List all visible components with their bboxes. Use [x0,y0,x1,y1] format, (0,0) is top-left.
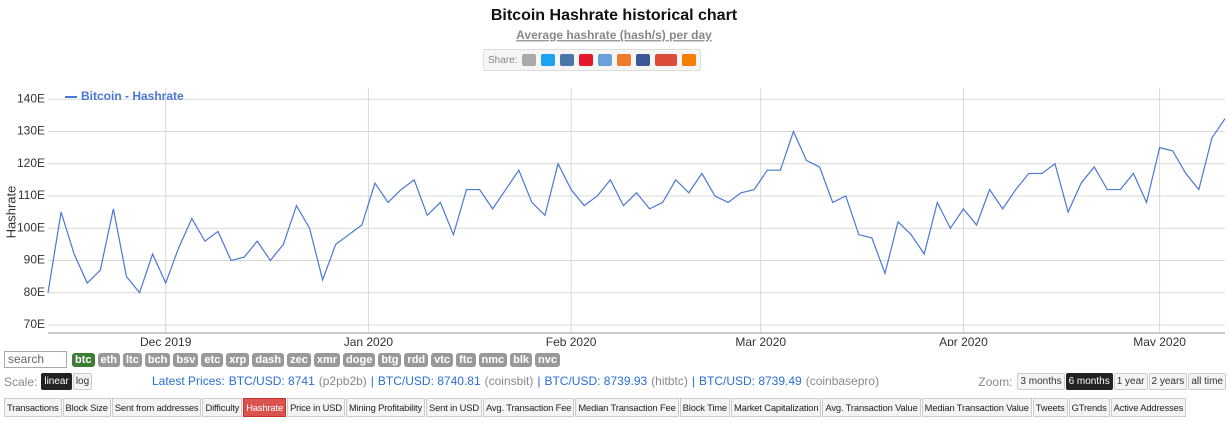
price-separator: | [537,374,541,388]
chart-tab[interactable]: Sent from addresses [111,398,202,417]
price: BTC/USD: 8741 [228,374,315,388]
coin-button[interactable]: bsv [173,352,199,367]
coin-button[interactable]: ltc [123,352,142,367]
share-icon[interactable] [541,54,556,66]
scale-label: Scale: [4,374,38,389]
share-icon[interactable] [682,54,697,66]
share-icon[interactable] [598,54,613,66]
coin-button[interactable]: xmr [313,352,341,367]
coin-button[interactable]: bch [144,352,171,367]
share-icon[interactable] [560,54,575,66]
x-tick-label: May 2020 [1133,335,1186,346]
prices-label: Latest Prices: [152,374,225,388]
zoom-label: Zoom: [978,374,1013,389]
scale-row: Scale: linear log [4,373,93,390]
chart-tab[interactable]: Avg. Transaction Value [822,398,921,417]
chart-tab[interactable]: Median Transaction Fee [575,398,679,417]
share-icon[interactable] [522,54,537,66]
y-tick-label: 130E [17,124,45,138]
x-tick-label: Dec 2019 [140,335,192,346]
chart-tab[interactable]: Block Time [679,398,731,417]
price-source: (hitbtc) [651,374,688,388]
chart-tab[interactable]: Median Transaction Value [921,398,1032,417]
chart-tab[interactable]: Price in USD [287,398,345,417]
price: BTC/USD: 8740.81 [377,374,481,388]
chart-tab[interactable]: Block Size [62,398,111,417]
chart: Bitcoin Hashrate historical chart Averag… [3,7,1226,346]
x-tick-label: Feb 2020 [546,335,597,346]
coin-row: search btc eth ltc bch bsv etc xrp dash zec xmr do… [4,351,563,368]
chart-subtitle: Average hashrate (hash/s) per day [516,28,712,42]
coin-button[interactable]: ftc [456,352,476,367]
zoom-row: Zoom: 3 months 6 months 1 year 2 years all t… [978,373,1226,390]
chart-tab[interactable]: Transactions [4,398,62,417]
coin-button[interactable]: btg [378,352,402,367]
chart-title: Bitcoin Hashrate historical chart [491,7,738,24]
chart-tab[interactable]: Tweets [1032,398,1068,417]
y-tick-label: 140E [17,91,45,105]
share-icon[interactable] [636,54,651,66]
share-icon[interactable] [579,54,594,66]
chart-tab[interactable]: Market Capitalization [731,398,822,417]
share-icon[interactable] [655,54,678,66]
y-tick-label: 90E [24,253,45,267]
price: BTC/USD: 8739.93 [544,374,648,388]
zoom-button[interactable]: 1 year [1113,373,1148,390]
price-source: (coinbasepro) [805,374,880,388]
coin-button[interactable]: btc [72,352,95,367]
search-box[interactable]: search [4,351,67,368]
price-source: (p2pb2b) [318,374,367,388]
chart-tab[interactable]: GTrends [1068,398,1110,417]
chart-tab[interactable]: Sent in USD [426,398,482,417]
zoom-button[interactable]: 6 months [1065,373,1113,390]
y-tick-label: 70E [24,317,45,331]
x-tick-label: Mar 2020 [735,335,786,346]
share-bar: Share: [483,49,702,71]
price-separator: | [691,374,695,388]
coin-button[interactable]: xrp [226,352,250,367]
y-tick-label: 80E [24,285,45,299]
x-tick-label: Apr 2020 [939,335,988,346]
coin-button[interactable]: eth [97,352,120,367]
coin-button[interactable]: vtc [431,352,454,367]
coin-button[interactable]: nmc [478,352,508,367]
coin-button[interactable]: zec [287,352,311,367]
chart-tab[interactable]: Hashrate [243,398,287,417]
share-icon[interactable] [617,54,632,66]
price: BTC/USD: 8739.49 [698,374,802,388]
chart-tab[interactable]: Avg. Transaction Fee [482,398,575,417]
coin-button[interactable]: nvc [535,352,561,367]
coin-button[interactable]: doge [343,352,376,367]
coin-button[interactable]: dash [252,352,285,367]
coin-button[interactable]: blk [510,352,533,367]
price-separator: | [370,374,374,388]
y-tick-label: 110E [18,188,45,202]
chart-tab[interactable]: Difficulty [202,398,243,417]
scale-button[interactable]: linear [41,373,72,390]
x-tick-label: Jan 2020 [344,335,394,346]
scale-button[interactable]: log [72,373,93,390]
coin-button[interactable]: etc [201,352,224,367]
share-label: Share: [488,54,518,66]
zoom-button[interactable]: 3 months [1017,373,1065,390]
data-line [47,118,1226,294]
legend-label: Bitcoin - Hashrate [81,89,184,103]
y-axis-label: Hashrate [3,186,18,239]
zoom-button[interactable]: 2 years [1148,373,1188,390]
price-source: (coinsbit) [484,374,534,388]
chart-tab[interactable]: Active Addresses [1110,398,1187,417]
chart-tab[interactable]: Mining Profitability [345,398,426,417]
prices-row: Latest Prices: BTC/USD: 8741 (p2pb2b) | BTC… [152,374,879,388]
zoom-button[interactable]: all time [1188,373,1226,390]
coin-button[interactable]: rdd [404,352,429,367]
y-tick-label: 120E [17,156,45,170]
tab-row: Transactions Block Size Sent from addresse… [4,398,1226,417]
y-tick-label: 100E [17,220,45,234]
